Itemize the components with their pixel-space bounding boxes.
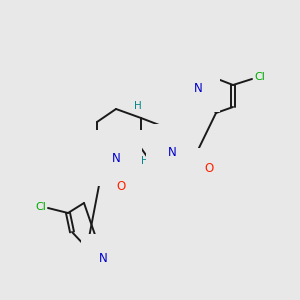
Text: Cl: Cl: [35, 202, 46, 212]
Text: Cl: Cl: [254, 72, 265, 82]
Text: H: H: [141, 156, 149, 166]
Text: N: N: [168, 146, 176, 158]
Text: N: N: [112, 152, 120, 164]
Text: H: H: [182, 84, 190, 94]
Text: H: H: [134, 101, 142, 111]
Text: O: O: [204, 163, 214, 176]
Text: N: N: [194, 82, 202, 94]
Text: H: H: [111, 256, 119, 266]
Text: N: N: [99, 251, 107, 265]
Text: O: O: [116, 181, 126, 194]
